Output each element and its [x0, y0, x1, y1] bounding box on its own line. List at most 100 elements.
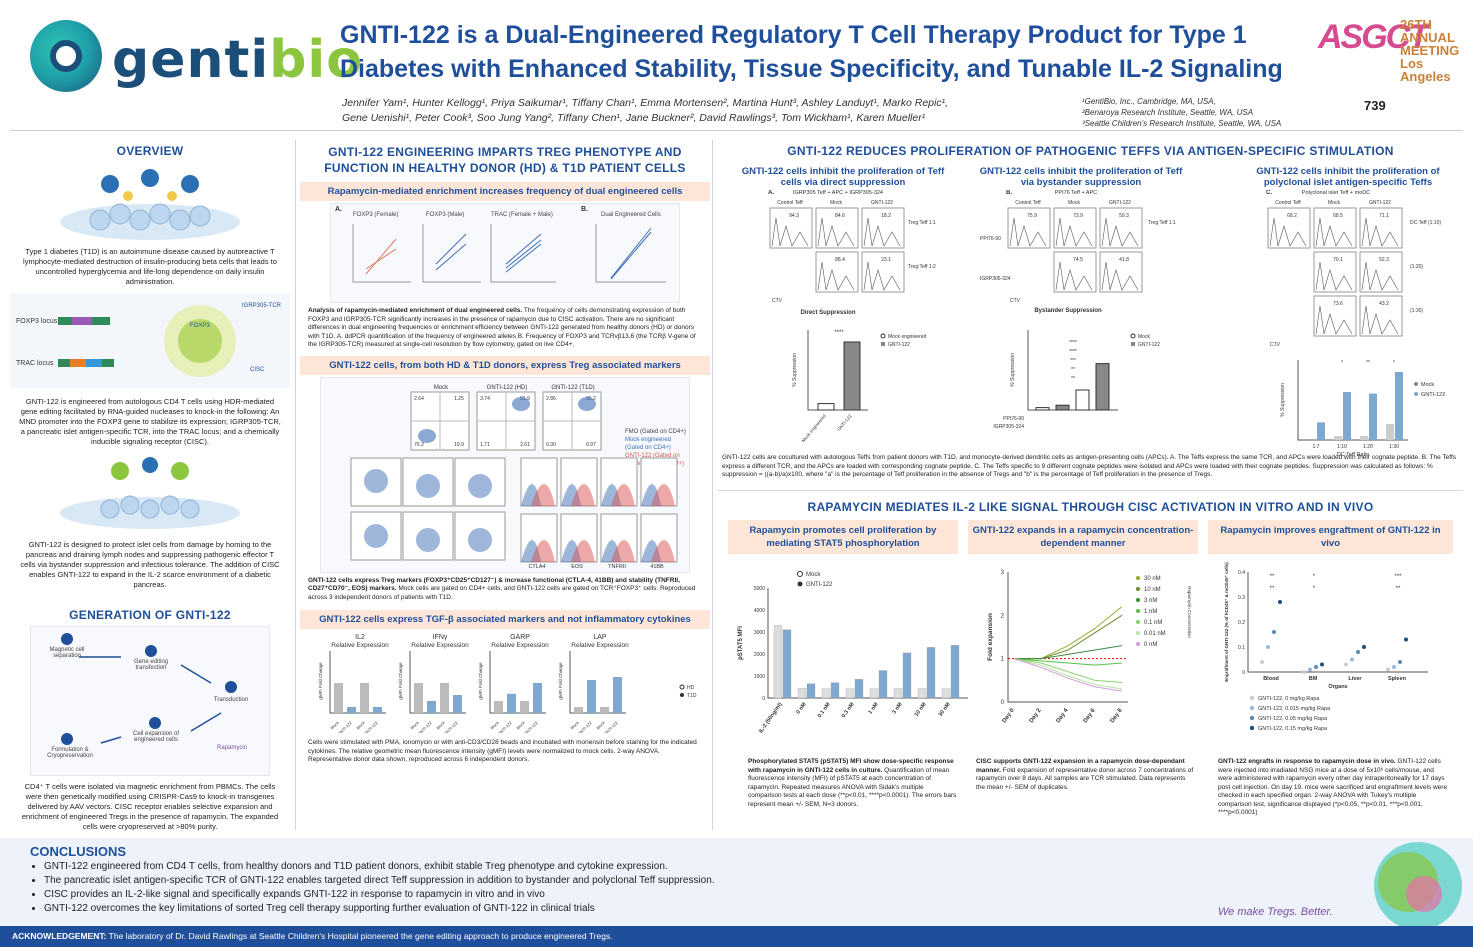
- gentibio-logo-text: gentibio: [112, 30, 363, 90]
- ratio-label: Treg:Teff 1:1: [908, 220, 936, 226]
- engraftment-legend-marker: [1249, 725, 1255, 731]
- flow-quad-label: 2.64: [414, 396, 424, 402]
- cytokine-x-label: Mock: [435, 720, 445, 730]
- pstat5-x-label: 1 nM: [868, 701, 880, 715]
- generation-text: CD4⁺ T cells were isolated via magnetic …: [21, 782, 279, 831]
- direct-significance: ****: [834, 330, 844, 336]
- fold-series-line: [1014, 614, 1123, 660]
- cytokine-x-label: GNTI-122: [523, 720, 540, 733]
- flow-column-label: GNTI-122: [1369, 200, 1391, 206]
- panel-title: IGRP305 Teff + APC + IGRP305-324: [793, 190, 883, 196]
- fold-series-line: [1014, 645, 1123, 660]
- fold-legend-marker: [1136, 598, 1140, 602]
- histogram-trace: [1315, 261, 1353, 291]
- legend-mock: Mock: [806, 572, 821, 578]
- pstat5-tick: 5000: [754, 586, 765, 592]
- engraftment-tick: 0.3: [1238, 595, 1245, 601]
- flow-column-label: GNTI-122: [871, 200, 893, 206]
- poster-number: 739: [1364, 98, 1386, 113]
- fold-y-label: Fold expansion: [987, 613, 994, 661]
- cytokine-x-label: GNTI-122: [443, 720, 460, 733]
- cytokine-y-label: gMFI Fold Change: [398, 662, 403, 700]
- fold-tick: 0: [1001, 700, 1005, 706]
- engineering-sub-3: GNTI-122 cells express TGF-β associated …: [300, 610, 710, 629]
- bystander-title: Bystander Suppression: [1034, 308, 1102, 314]
- histogram-trace: [1009, 217, 1047, 247]
- teff-sub-3: GNTI-122 cells inhibit the proliferation…: [1256, 166, 1440, 188]
- pstat5-bar: [821, 688, 831, 699]
- step-5: Formulation & Cryopreservation: [47, 747, 93, 759]
- trac-locus-label: TRAC locus: [16, 360, 54, 367]
- direct-x-label: GNTI-122: [836, 413, 853, 432]
- engraftment-x-label: Liver: [1348, 676, 1362, 682]
- cytokine-x-label: Mock: [595, 720, 605, 730]
- rapa-title: RAPAMYCIN MEDIATES IL-2 LIKE SIGNAL THRO…: [807, 500, 1374, 514]
- overview-column: OVERVIEW Type 1 diabetes (T1D) is an aut…: [10, 136, 290, 836]
- pstat5-bar: [926, 647, 936, 699]
- histogram-trace: [1055, 217, 1093, 247]
- suppression-value: 94.3: [789, 213, 799, 219]
- cytokine-bar: [533, 683, 542, 713]
- generation-title: GENERATION OF GNTI-122: [69, 608, 231, 622]
- bystander-significance: ****: [1069, 349, 1077, 355]
- engraftment-tick: 0.1: [1238, 645, 1245, 651]
- histogram-trace: [817, 217, 855, 247]
- fold-legend-marker: [1136, 642, 1140, 646]
- engraftment-point: [1278, 600, 1282, 604]
- engraftment-point: [1356, 650, 1360, 654]
- engraftment-tick: 0: [1242, 670, 1245, 676]
- enrichment-plots: A. B. FOXP3 (Female) FOXP3 (Male) TRAC (…: [330, 203, 680, 303]
- overview-text-1: Type 1 diabetes (T1D) is an autoimmune d…: [23, 247, 277, 286]
- engineering-title: GNTI-122 ENGINEERING IMPARTS TREG PHENOT…: [324, 145, 686, 175]
- treg-homing-illustration: [60, 457, 240, 529]
- cytokine-bar: [600, 707, 609, 713]
- column-divider-2: [712, 140, 713, 830]
- engineering-sub-2: GNTI-122 cells, from both HD & T1D donor…: [300, 355, 710, 375]
- fold-axis: [1007, 572, 1128, 703]
- suppression-value: 41.8: [1119, 257, 1129, 263]
- flow-column-label: Control Teff: [1275, 200, 1301, 206]
- step-3: Transduction: [213, 697, 249, 703]
- fold-legend-label: 3 nM: [1144, 598, 1157, 604]
- legend-t1d-marker: [680, 693, 684, 697]
- cytokine-bar: [507, 693, 516, 713]
- suppression-value: 18.2: [881, 213, 891, 219]
- pstat5-bar: [782, 629, 792, 699]
- suppression-value: 52.3: [1379, 257, 1389, 263]
- flow-quad-label: 19.9: [454, 442, 464, 448]
- ratio-bar: [1317, 422, 1325, 440]
- generation-workflow: Magnetic cell separation Gene editing tr…: [30, 626, 270, 776]
- flow-column-label: Control Teff: [1015, 200, 1041, 206]
- cytokine-plots: IL2 Relative Expression gMFI Fold Change Mo…: [310, 631, 700, 736]
- bystander-significance: ***: [1070, 358, 1076, 364]
- pstat5-tick: 3000: [754, 630, 765, 636]
- plot-title-foxp3-f: FOXP3 (Female): [353, 212, 399, 218]
- direct-bar: [817, 403, 835, 411]
- flow-column-label: Mock: [1068, 200, 1080, 206]
- flow-quad-label: 1.71: [480, 442, 490, 448]
- engraftment-legend-label: GNTI-122, 0.015 mg/kg Rapa: [1258, 706, 1331, 712]
- pstat5-bar: [845, 688, 855, 699]
- histogram-trace: [1361, 261, 1399, 291]
- cytokine-bar: [613, 677, 622, 713]
- engraftment-legend-marker: [1249, 705, 1255, 711]
- flow-population: [512, 396, 530, 411]
- bystander-ppi-row: PPI76-90: [1003, 416, 1024, 422]
- rapa-caption-2: CISC supports GNTI-122 expansion in a ra…: [976, 758, 1194, 791]
- engraftment-point: [1350, 657, 1354, 662]
- pstat5-axis: [767, 588, 968, 699]
- bystander-significance: ****: [1069, 340, 1077, 346]
- engraftment-point: [1362, 645, 1366, 649]
- pstat5-x-label: 10 nM: [914, 701, 928, 718]
- suppression-value: 73.6: [1333, 301, 1343, 307]
- fold-x-label: Day 8: [1110, 707, 1124, 724]
- bystander-bar: [1095, 363, 1110, 411]
- flow-plot-title: GNTI-122 (T1D): [551, 385, 594, 391]
- foxp3-locus-label: FOXP3 locus: [16, 318, 58, 325]
- plot-title-foxp3-m: FOXP3 (Male): [426, 212, 465, 218]
- cytokine-subtitle: Relative Expression: [331, 642, 389, 649]
- teff-title: GNTI-122 REDUCES PROLIFERATION OF PATHOG…: [787, 144, 1394, 158]
- cytokine-bar: [427, 701, 436, 713]
- engraftment-point: [1266, 645, 1270, 649]
